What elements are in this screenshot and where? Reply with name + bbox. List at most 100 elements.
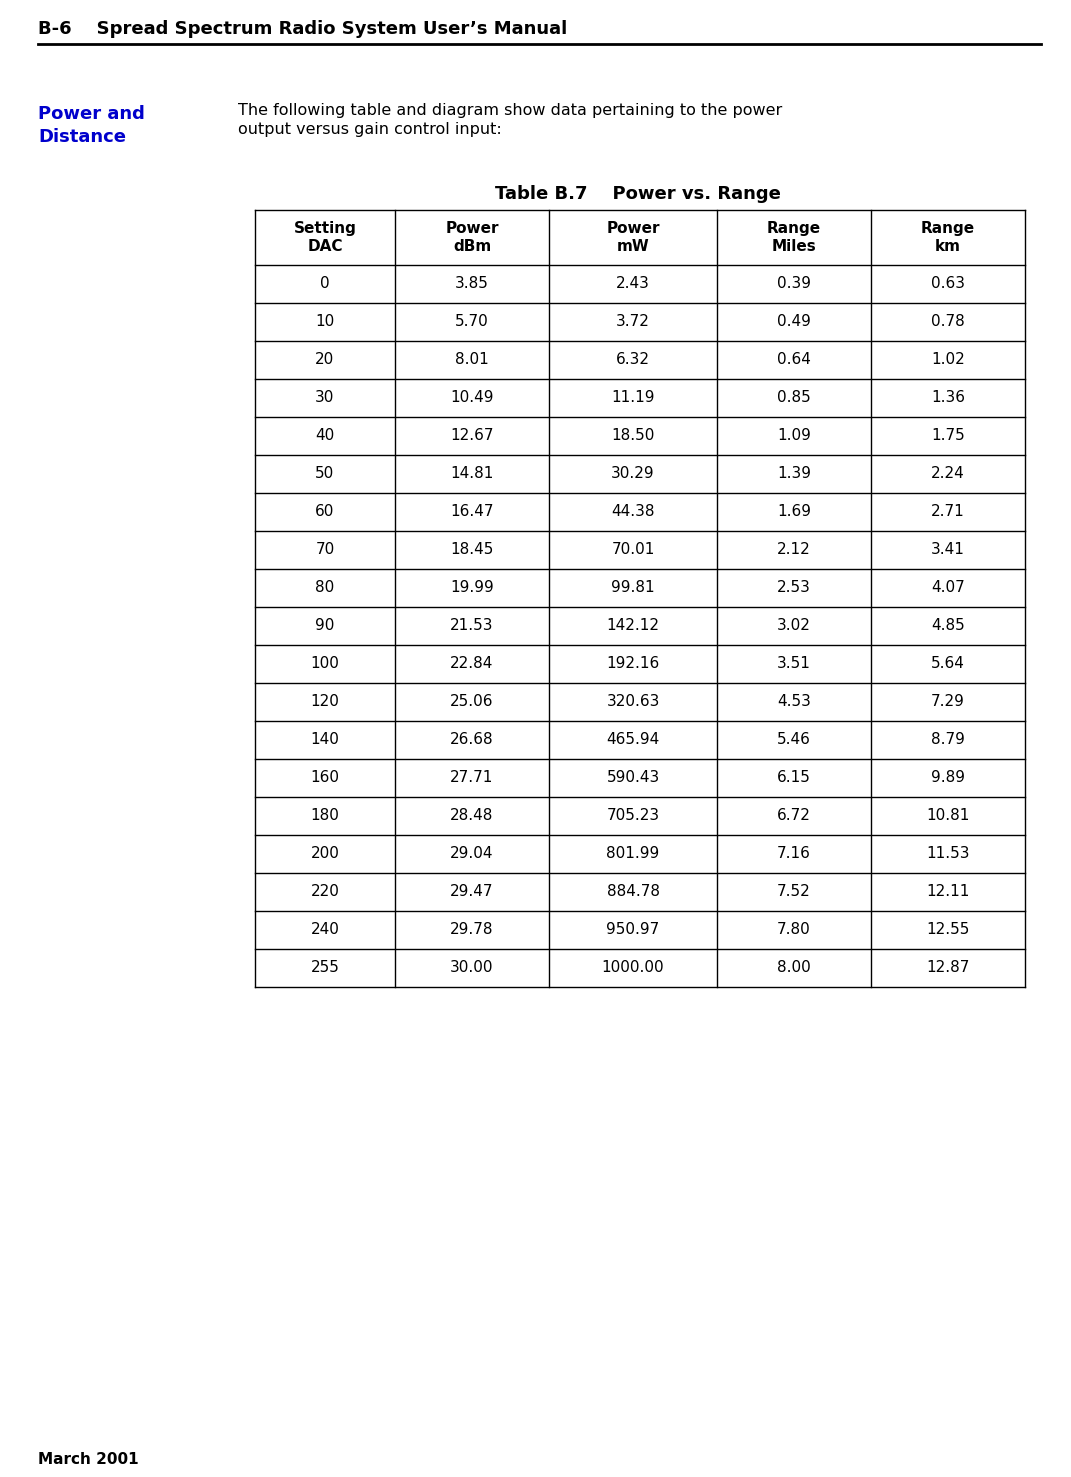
Text: 120: 120: [311, 694, 340, 709]
Text: 10.81: 10.81: [926, 808, 969, 824]
Text: 4.53: 4.53: [778, 694, 811, 709]
Text: 11.19: 11.19: [612, 390, 654, 406]
Text: 30.00: 30.00: [450, 960, 494, 975]
Text: 60: 60: [315, 505, 334, 520]
Text: 20: 20: [315, 353, 334, 368]
Text: 220: 220: [311, 885, 340, 899]
Text: 6.32: 6.32: [616, 353, 650, 368]
Text: Power
mW: Power mW: [606, 222, 660, 254]
Text: 160: 160: [311, 771, 340, 786]
Text: 705.23: 705.23: [606, 808, 660, 824]
Text: 7.52: 7.52: [778, 885, 811, 899]
Text: 2.71: 2.71: [931, 505, 965, 520]
Text: 70: 70: [315, 542, 334, 557]
Text: 3.85: 3.85: [455, 276, 489, 291]
Text: 10.49: 10.49: [450, 390, 494, 406]
Text: 12.11: 12.11: [926, 885, 969, 899]
Text: 16.47: 16.47: [450, 505, 494, 520]
Text: 29.47: 29.47: [450, 885, 494, 899]
Text: 12.55: 12.55: [926, 923, 969, 938]
Text: 30: 30: [315, 390, 334, 406]
Text: 5.64: 5.64: [931, 656, 965, 672]
Text: 0.49: 0.49: [778, 315, 811, 329]
Text: 2.12: 2.12: [778, 542, 811, 557]
Text: 180: 180: [311, 808, 340, 824]
Text: March 2001: March 2001: [37, 1452, 138, 1467]
Text: 80: 80: [315, 580, 334, 595]
Text: 1.39: 1.39: [776, 467, 811, 482]
Text: 240: 240: [311, 923, 340, 938]
Text: 1.36: 1.36: [931, 390, 965, 406]
Text: 0.39: 0.39: [776, 276, 811, 291]
Text: 29.04: 29.04: [450, 846, 494, 861]
Text: Distance: Distance: [37, 128, 126, 146]
Text: 320.63: 320.63: [606, 694, 660, 709]
Text: 99.81: 99.81: [612, 580, 654, 595]
Text: Power and: Power and: [37, 105, 145, 123]
Text: 1.02: 1.02: [931, 353, 965, 368]
Text: 26.68: 26.68: [450, 733, 494, 747]
Text: Table B.7    Power vs. Range: Table B.7 Power vs. Range: [495, 185, 781, 202]
Text: 25.06: 25.06: [450, 694, 494, 709]
Text: 100: 100: [311, 656, 340, 672]
Text: 8.01: 8.01: [455, 353, 488, 368]
Text: 44.38: 44.38: [612, 505, 654, 520]
Text: 2.43: 2.43: [616, 276, 650, 291]
Text: 3.02: 3.02: [778, 619, 811, 634]
Text: Range
Miles: Range Miles: [767, 222, 821, 254]
Text: 30.29: 30.29: [612, 467, 654, 482]
Text: output versus gain control input:: output versus gain control input:: [238, 123, 501, 137]
Text: 2.24: 2.24: [931, 467, 965, 482]
Text: 28.48: 28.48: [450, 808, 494, 824]
Text: 11.53: 11.53: [926, 846, 969, 861]
Text: 1.09: 1.09: [778, 428, 811, 443]
Text: 200: 200: [311, 846, 340, 861]
Text: 801.99: 801.99: [606, 846, 660, 861]
Text: 950.97: 950.97: [606, 923, 660, 938]
Text: 255: 255: [311, 960, 340, 975]
Text: 3.51: 3.51: [778, 656, 811, 672]
Text: 4.85: 4.85: [931, 619, 965, 634]
Text: 465.94: 465.94: [606, 733, 660, 747]
Text: 1000.00: 1000.00: [602, 960, 664, 975]
Text: B-6    Spread Spectrum Radio System User’s Manual: B-6 Spread Spectrum Radio System User’s …: [37, 21, 568, 38]
Text: 0.64: 0.64: [778, 353, 811, 368]
Text: 884.78: 884.78: [606, 885, 660, 899]
Text: 8.79: 8.79: [931, 733, 965, 747]
Text: 12.87: 12.87: [926, 960, 969, 975]
Text: 4.07: 4.07: [931, 580, 965, 595]
Text: 50: 50: [315, 467, 334, 482]
Text: 192.16: 192.16: [606, 656, 660, 672]
Text: The following table and diagram show data pertaining to the power: The following table and diagram show dat…: [238, 103, 782, 118]
Text: 10: 10: [315, 315, 334, 329]
Text: 0.85: 0.85: [778, 390, 811, 406]
Text: 6.15: 6.15: [778, 771, 811, 786]
Text: 3.41: 3.41: [931, 542, 965, 557]
Text: 29.78: 29.78: [450, 923, 494, 938]
Text: 27.71: 27.71: [450, 771, 494, 786]
Text: 0: 0: [320, 276, 330, 291]
Text: 14.81: 14.81: [450, 467, 494, 482]
Text: 8.00: 8.00: [778, 960, 811, 975]
Text: 18.45: 18.45: [450, 542, 494, 557]
Text: 140: 140: [311, 733, 340, 747]
Text: 19.99: 19.99: [450, 580, 494, 595]
Text: 7.16: 7.16: [778, 846, 811, 861]
Text: 12.67: 12.67: [450, 428, 494, 443]
Text: 1.69: 1.69: [776, 505, 811, 520]
Text: 2.53: 2.53: [778, 580, 811, 595]
Text: 22.84: 22.84: [450, 656, 494, 672]
Text: 0.63: 0.63: [931, 276, 965, 291]
Text: Power
dBm: Power dBm: [446, 222, 499, 254]
Text: 590.43: 590.43: [606, 771, 660, 786]
Text: 18.50: 18.50: [612, 428, 654, 443]
Text: 21.53: 21.53: [450, 619, 494, 634]
Text: 70.01: 70.01: [612, 542, 654, 557]
Text: 7.80: 7.80: [778, 923, 811, 938]
Text: 3.72: 3.72: [616, 315, 650, 329]
Text: 5.70: 5.70: [455, 315, 488, 329]
Text: Range
km: Range km: [921, 222, 975, 254]
Text: 40: 40: [315, 428, 334, 443]
Text: 5.46: 5.46: [778, 733, 811, 747]
Text: 6.72: 6.72: [778, 808, 811, 824]
